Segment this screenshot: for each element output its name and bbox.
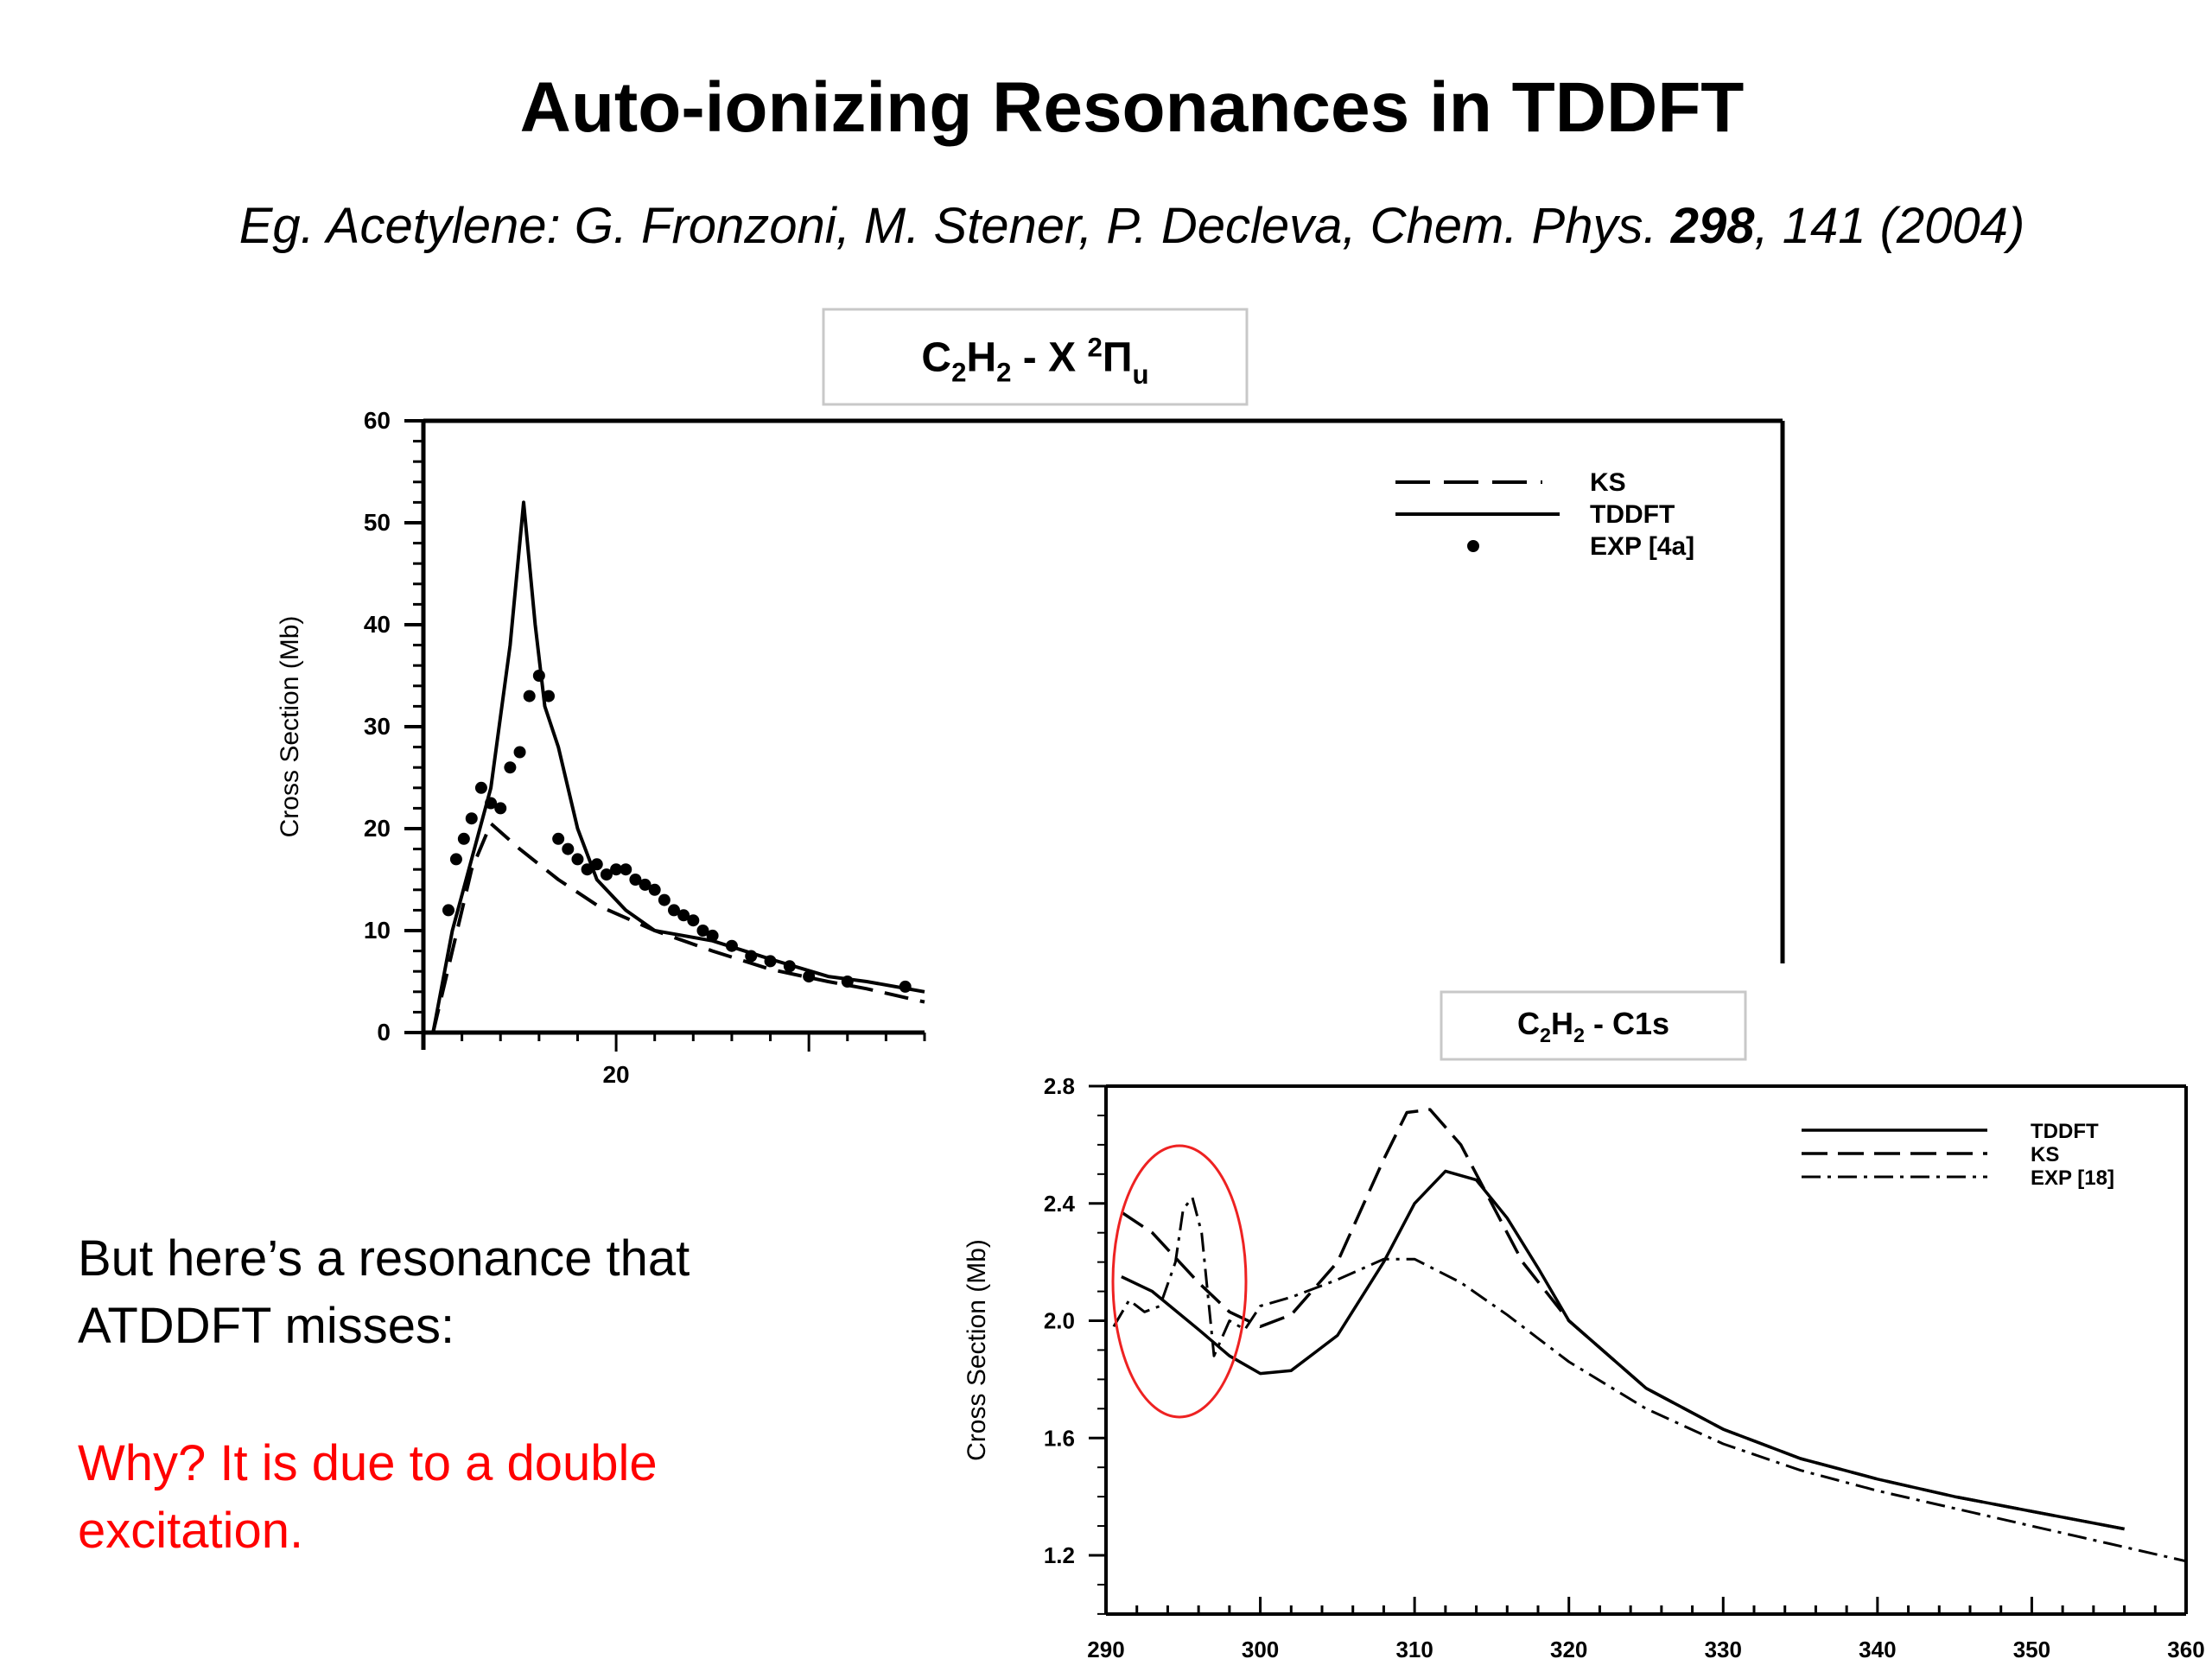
x-tick-label: 340	[1859, 1637, 1896, 1659]
legend-swatch-exp	[1467, 540, 1479, 552]
exp-data-point	[620, 863, 632, 876]
exp-data-point	[485, 797, 498, 810]
series-line-ks	[1120, 1108, 2125, 1531]
y-tick-label: 2.0	[1044, 1308, 1075, 1334]
exp-data-point	[532, 670, 545, 682]
y-tick-label: 1.2	[1044, 1542, 1075, 1568]
exp-data-point	[629, 874, 642, 886]
exp-data-point	[687, 914, 700, 927]
legend-entry: TDDFT	[1590, 500, 1675, 529]
x-tick-label: 360	[2167, 1637, 2204, 1659]
exp-data-point	[581, 863, 594, 876]
exp-data-point	[668, 904, 680, 917]
valence-chart-group: 0 10 20 30 40 50 60 20 Cross Section (Mb) KS TDDFT…	[276, 308, 1785, 1088]
citation: Eg. Acetylene: G. Fronzoni, M. Stener, P…	[0, 197, 2212, 255]
exp-data-point	[706, 929, 719, 942]
exp-data-point	[841, 976, 854, 988]
citation-text: Eg. Acetylene: G. Fronzoni, M. Stener, P…	[238, 198, 1671, 254]
body-text: But here’s a resonance that ATDDFT misse…	[78, 1225, 855, 1360]
exp-data-point	[658, 893, 671, 906]
chart-title: C2H2 - X 2Πu	[921, 333, 1148, 390]
x-tick-label: 310	[1395, 1637, 1433, 1659]
chart-title-box	[1440, 990, 1747, 1061]
exp-data-point	[648, 883, 661, 896]
legend-entry: KS	[1590, 468, 1626, 497]
plot-background	[1106, 1086, 2186, 1614]
legend-entry: KS	[2031, 1143, 2059, 1166]
exp-data-point	[639, 878, 652, 891]
highlight-line-1: Why? It is due to a double	[78, 1435, 658, 1491]
exp-data-point	[899, 980, 912, 993]
exp-data-point	[745, 950, 758, 963]
y-axis-label: Cross Section (Mb)	[276, 616, 304, 838]
y-tick-label: 30	[364, 713, 391, 740]
y-tick-label: 50	[364, 509, 391, 536]
c1s-chart-group: 1.2 1.6 2.0 2.4 2.8 290 300 310 320 330 340 350 360 C…	[963, 990, 2205, 1659]
y-tick-label: 60	[364, 407, 391, 434]
exp-data-point	[523, 690, 536, 702]
x-tick-label: 350	[2013, 1637, 2050, 1659]
exp-data-point	[474, 781, 487, 794]
exp-data-point	[571, 853, 584, 866]
double-excitation-highlight-ellipse	[1111, 1144, 1248, 1419]
exp-data-point	[803, 970, 816, 983]
x-tick-label: 20	[602, 1061, 629, 1088]
exp-data-point	[494, 802, 507, 815]
exp-data-point	[600, 868, 613, 881]
y-tick-label: 0	[377, 1019, 391, 1046]
exp-data-point	[513, 746, 526, 759]
y-tick-label: 2.8	[1044, 1073, 1075, 1099]
y-tick-label: 2.4	[1044, 1191, 1076, 1217]
exp-data-point	[552, 832, 565, 845]
y-tick-label: 40	[364, 611, 391, 638]
slide-title: Auto-ionizing Resonances in TDDFT	[519, 68, 1745, 147]
legend-entry: TDDFT	[2031, 1120, 2099, 1143]
chart-title: C2H2 - C1s	[1517, 1006, 1669, 1046]
x-tick-label: 320	[1550, 1637, 1587, 1659]
legend-entry: EXP [4a]	[1590, 532, 1694, 561]
x-tick-label: 300	[1242, 1637, 1279, 1659]
exp-data-point	[696, 925, 709, 937]
y-tick-label: 1.6	[1044, 1425, 1075, 1451]
citation-volume: 298	[1670, 198, 1755, 254]
highlight-text: Why? It is due to a double excitation.	[78, 1430, 855, 1565]
exp-data-point	[677, 909, 690, 922]
y-tick-label: 20	[364, 815, 391, 842]
exp-data-point	[783, 960, 796, 973]
exp-data-point	[442, 904, 454, 917]
x-tick-label: 330	[1705, 1637, 1742, 1659]
citation-pages-year: , 141 (2004)	[1754, 198, 2025, 254]
series-line-ks	[431, 822, 925, 1033]
exp-data-point	[504, 761, 517, 774]
exp-data-point	[590, 858, 603, 871]
exp-data-point	[465, 812, 478, 825]
exp-data-point	[610, 863, 623, 876]
y-axis-label: Cross Section (Mb)	[963, 1239, 991, 1461]
exp-data-point	[562, 842, 575, 855]
body-line-2: ATDDFT misses:	[78, 1298, 455, 1354]
exp-data-point	[449, 853, 462, 866]
exp-data-point	[457, 832, 470, 845]
legend-entry: EXP [18]	[2031, 1166, 2114, 1190]
x-tick-label: 290	[1087, 1637, 1124, 1659]
body-line-1: But here’s a resonance that	[78, 1230, 690, 1287]
exp-data-point	[543, 690, 555, 702]
exp-data-point	[725, 939, 738, 952]
exp-data-point	[764, 955, 777, 968]
y-tick-label: 10	[364, 917, 391, 944]
chart-title-box	[822, 308, 1249, 406]
highlight-line-2: excitation.	[78, 1503, 304, 1559]
